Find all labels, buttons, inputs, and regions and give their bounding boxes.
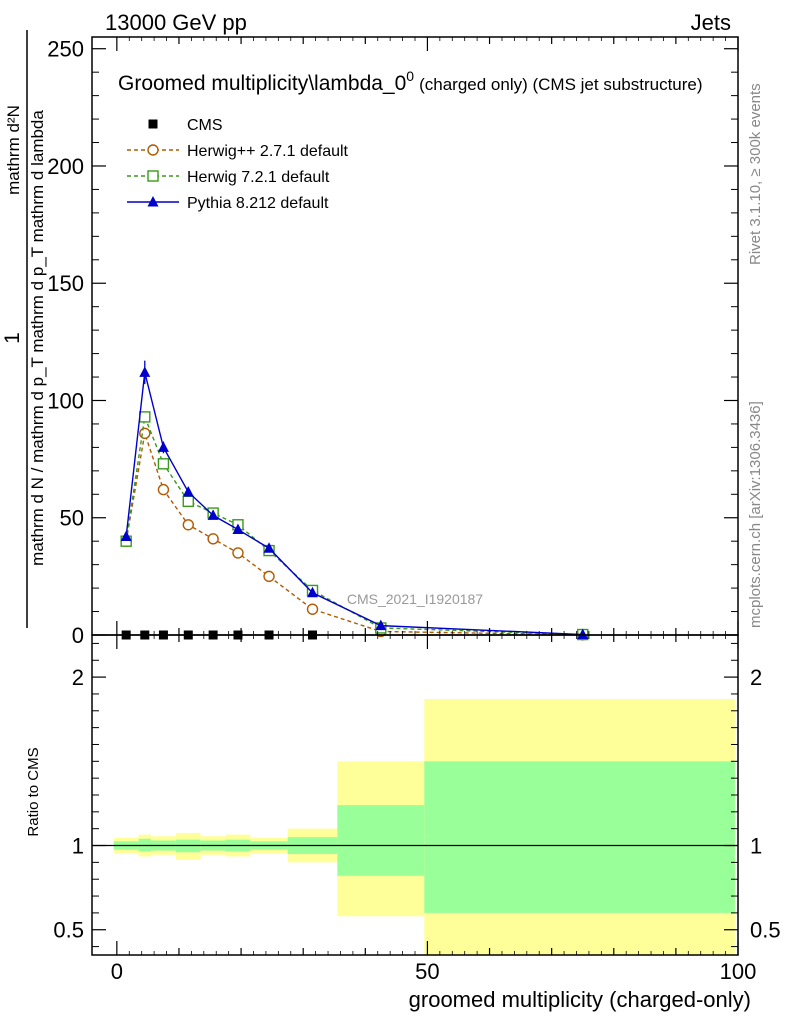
point-pythia-8-212-default-1 [139,366,151,377]
energy-label: 13000 GeV pp [105,10,247,35]
main-axes-ytick-label-3: 150 [47,271,84,296]
point-herwig-2-7-1-default-5 [232,547,244,559]
legend-item-herwig-7-2-1-default: Herwig 7.2.1 default [127,169,330,186]
process-label: Jets [691,10,731,35]
point-herwig-7-2-1-default-2 [157,458,170,470]
ratio-band-inner-9 [424,761,735,913]
legend-label-pythia-8-212-default: Pythia 8.212 default [187,195,329,212]
ratio-axes: 0.5 0.5 1 1 2 2 0 50 100 [53,634,781,984]
rivet-label: Rivet 3.1.10, ≥ 300k events [747,83,764,265]
x-tick-label-1: 50 [415,959,439,984]
legend-item-pythia-8-212-default: Pythia 8.212 default [127,195,329,212]
legend-item-cms: CMS [148,117,223,134]
point-pythia-8-212-default-5 [232,523,244,534]
main-y-label: 1 mathrm d N / mathrm d p_T mathrm d p_T… [1,30,47,628]
point-pythia-8-212-default-6 [263,542,275,553]
main-axes-ytick-label-4: 200 [47,154,84,179]
legend-marker-herwig-2-7-1-default [147,144,159,156]
analysis-watermark: CMS_2021_I1920187 [347,591,483,607]
ratio-axes-ytick-label-1: 1 [72,834,84,859]
series-herwig-2-7-1-default [120,427,589,641]
point-herwig-2-7-1-default-3 [182,519,194,531]
x-tick-label-0: 0 [111,959,123,984]
chart-title-sup: 0 [406,68,414,84]
point-pythia-8-212-default-0 [120,530,132,542]
legend-label-herwig-7-2-1-default: Herwig 7.2.1 default [187,169,330,186]
x-axis-label: groomed multiplicity (charged-only) [409,987,751,1012]
ratio-axes-ytick-label-right-0: 0.5 [750,918,781,943]
ratio-axes-ytick-label-right-2: 2 [750,665,762,690]
point-herwig-2-7-1-default-2 [157,483,170,496]
chart-title-tail: (charged only) (CMS jet substructure) [419,75,702,94]
legend-item-herwig-2-7-1-default: Herwig++ 2.7.1 default [127,143,349,160]
ratio-y-label: Ratio to CMS [25,747,42,836]
chart-title-main: Groomed multiplicity\lambda_0 [118,72,406,95]
point-herwig-7-2-1-default-3 [182,495,194,508]
main-axes-ytick-label-2: 100 [47,388,84,413]
point-pythia-8-212-default-2 [157,441,169,452]
ratio-bands [92,699,738,955]
point-pythia-8-212-default-9 [577,628,589,640]
point-pythia-8-212-default-4 [207,509,219,520]
mcplots-label: mcplots.cern.ch [arXiv:1306.3436] [747,401,764,628]
chart-title: Groomed multiplicity\lambda_00 (charged o… [118,68,703,95]
point-herwig-2-7-1-default-6 [263,570,275,583]
point-herwig-2-7-1-default-7 [306,603,319,615]
main-axes: 0 50 100 150 200 250 [47,36,739,648]
legend-label-cms: CMS [187,117,223,134]
main-axes-ytick-label-5: 250 [47,37,84,62]
series-line-pythia-8-212-default [125,372,583,636]
legend-marker-cms [148,119,158,129]
y-label-numerator: 1 [1,332,24,344]
point-pythia-8-212-default-8 [375,619,387,631]
series-line-herwig-2-7-1-default [125,433,583,636]
legend-label-herwig-2-7-1-default: Herwig++ 2.7.1 default [187,143,349,160]
ratio-axes-ytick-label-0: 0.5 [53,918,84,943]
y-label-denominator: mathrm d N / mathrm d p_T mathrm d p_T m… [28,110,47,566]
x-tick-label-2: 100 [720,959,757,984]
series-pythia-8-212-default [120,360,589,640]
legend-marker-herwig-7-2-1-default [147,170,159,182]
legend: CMS Herwig++ 2.7.1 default Herwig 7.2.1 de… [127,117,349,212]
point-herwig-2-7-1-default-4 [207,533,219,545]
point-pythia-8-212-default-7 [307,586,319,598]
main-axes-ytick-label-1: 50 [60,506,84,531]
point-pythia-8-212-default-3 [182,485,194,497]
ratio-axes-ytick-label-2: 2 [72,665,84,690]
ratio-axes-ytick-label-right-1: 1 [750,834,762,859]
ratio-band-inner-8 [337,805,425,876]
point-herwig-7-2-1-default-1 [139,411,151,423]
legend-marker-pythia-8-212-default [147,196,159,207]
y-label-sub-numerator: mathrm d²N [4,105,23,195]
main-axes-ytick-label-0: 0 [72,623,84,648]
